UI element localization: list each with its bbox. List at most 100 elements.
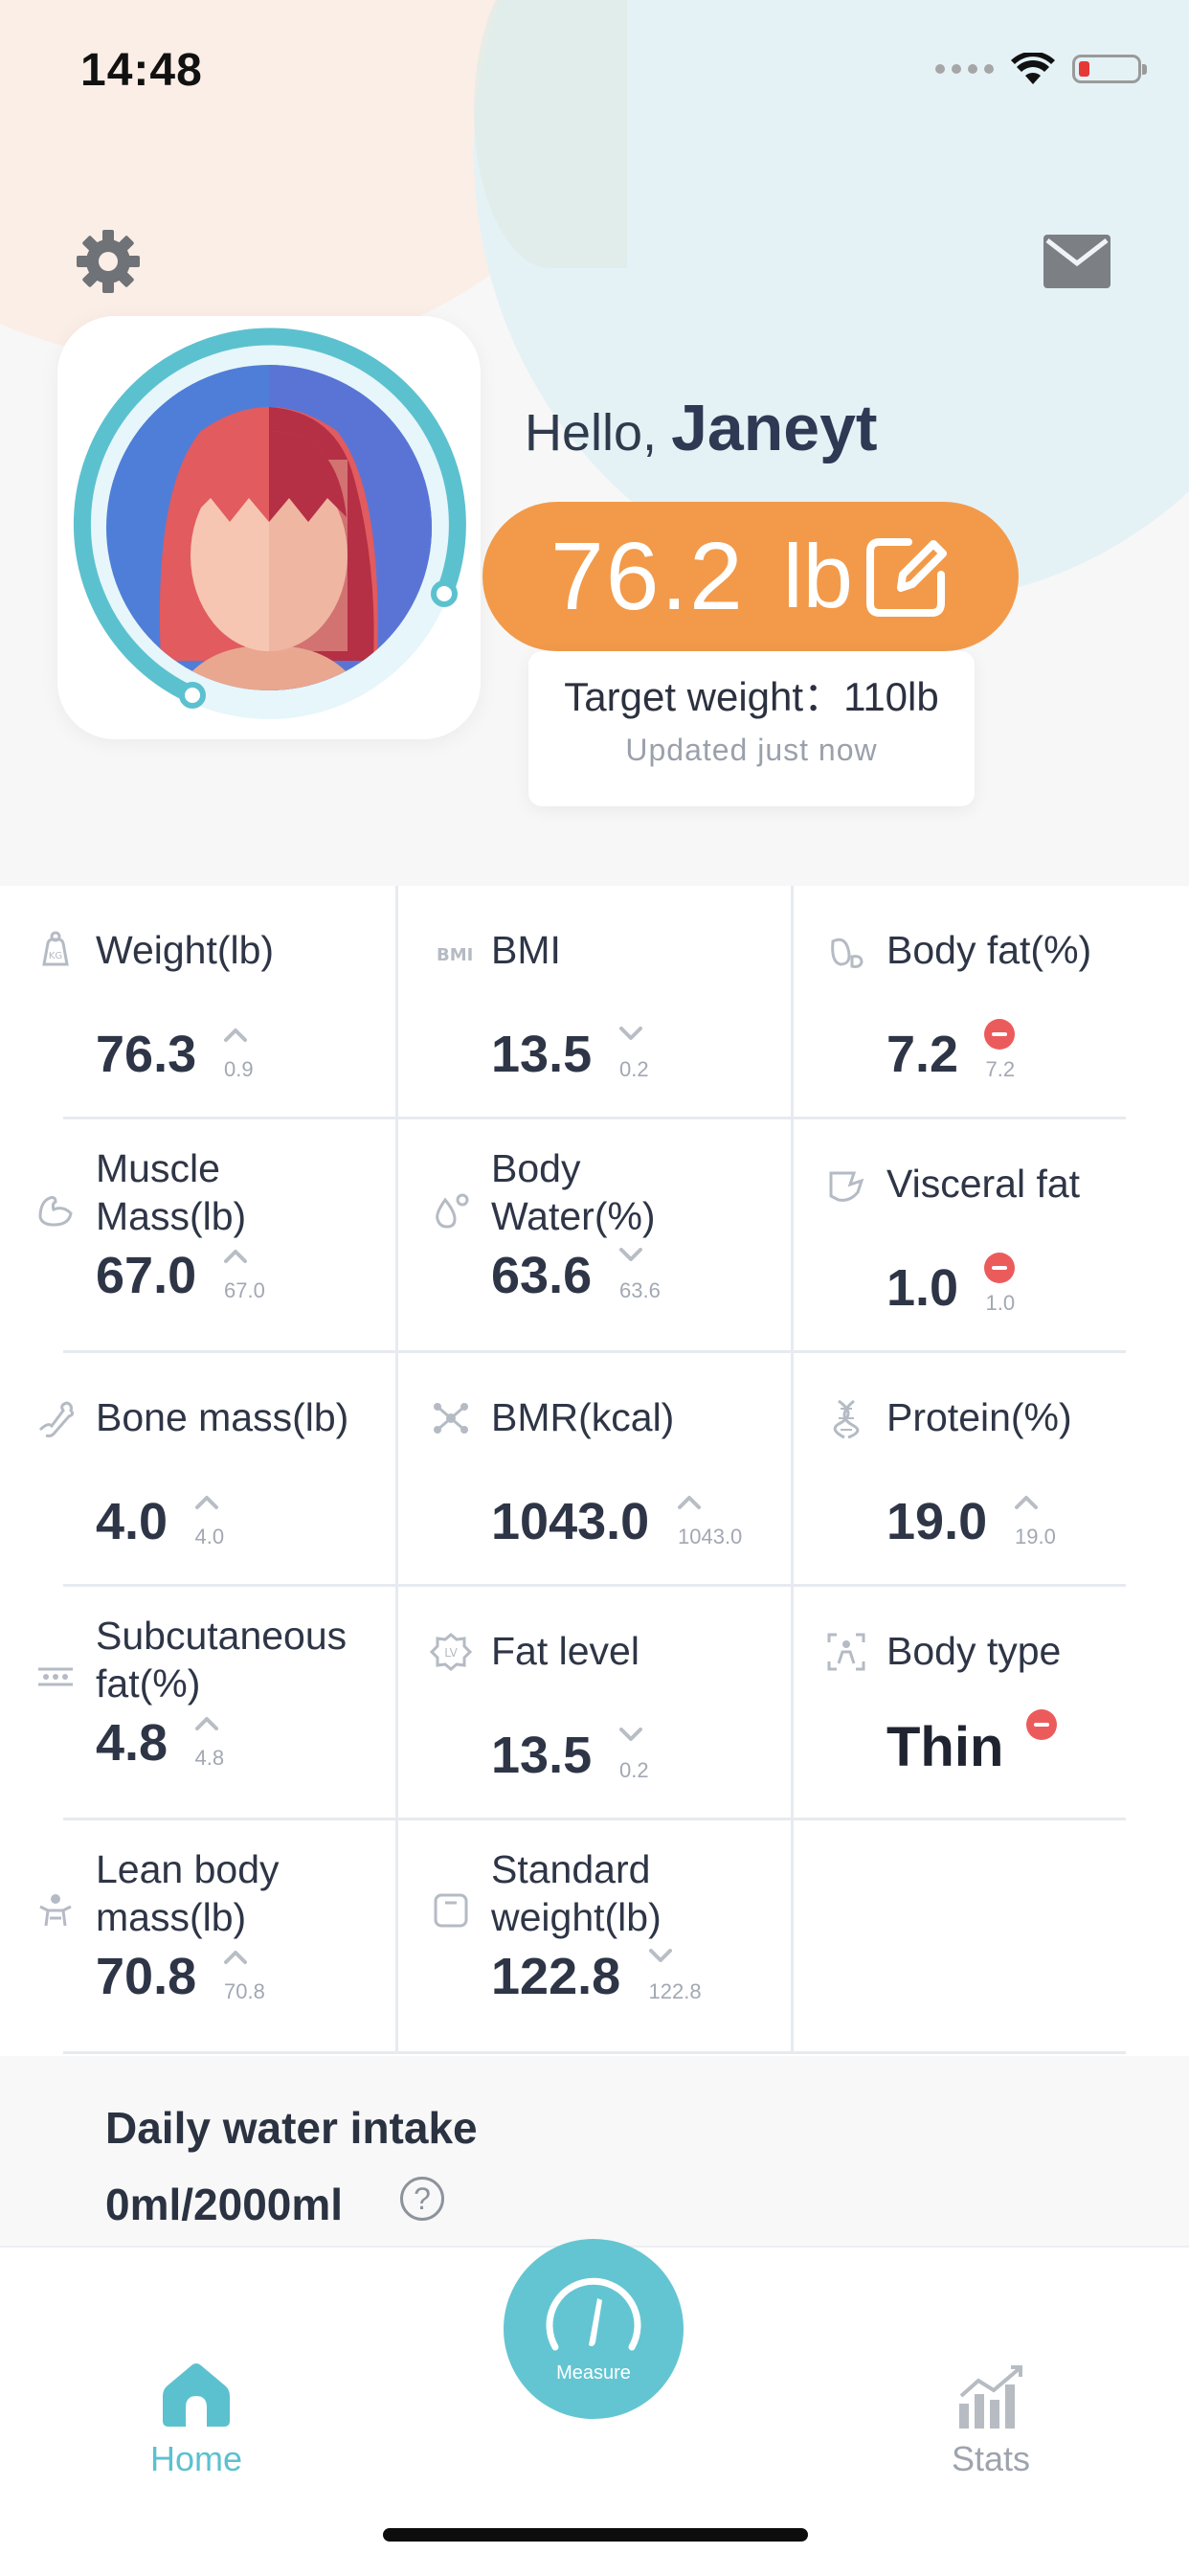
user-name: Janeyt xyxy=(671,392,878,464)
cellular-signal-icon xyxy=(935,64,994,74)
daily-water-intake-card[interactable]: Daily water intake 0ml/2000ml ? xyxy=(0,2056,1189,2246)
subcutaneous-fat-icon xyxy=(38,1667,73,1686)
metric-label: Weight(lb) xyxy=(96,928,275,972)
metric-tile-protein[interactable]: Protein(%) 19.0 19.0 xyxy=(791,1353,1186,1587)
grid-divider-vertical xyxy=(395,886,398,2054)
measure-button[interactable]: Measure xyxy=(504,2239,684,2419)
scale-kg-icon: KG xyxy=(42,931,69,966)
metric-tile-bmi[interactable]: BMI BMI 13.5 0.2 xyxy=(395,886,791,1119)
bmr-molecule-icon xyxy=(434,1403,468,1434)
tab-home-label[interactable]: Home xyxy=(149,2439,243,2478)
metric-tile-bmr-kcal[interactable]: BMR(kcal) 1043.0 1043.0 xyxy=(395,1353,791,1587)
metric-label-line: Water(%) xyxy=(491,1194,656,1238)
alert-icon xyxy=(983,1253,1015,1283)
metric-delta: 7.2 xyxy=(985,1057,1016,1081)
fat-level-lv-icon: LV xyxy=(430,1633,472,1671)
help-icon[interactable]: ? xyxy=(400,2177,444,2221)
alert-icon xyxy=(983,1019,1015,1050)
home-icon[interactable] xyxy=(163,2361,230,2427)
metric-label: Standard weight(lb) xyxy=(491,1845,662,1941)
metric-delta: 0.9 xyxy=(224,1057,254,1081)
metric-tile-body-type[interactable]: Body type Thin xyxy=(791,1587,1186,1820)
metric-label: Fat level xyxy=(491,1629,639,1673)
metric-label-line: weight(lb) xyxy=(491,1895,662,1939)
water-drop-icon xyxy=(436,1193,469,1229)
metric-label-line: Muscle xyxy=(96,1146,220,1190)
water-intake-value: 0ml/2000ml xyxy=(105,2180,344,2229)
lean-body-icon xyxy=(39,1894,72,1927)
metric-value: 63.6 xyxy=(491,1247,593,1304)
greeting: Hello, Janeyt xyxy=(525,391,878,465)
decorative-blob-overlap xyxy=(474,0,627,268)
metric-label: Bone mass(lb) xyxy=(96,1395,349,1439)
metric-tile-body-water[interactable]: Body Water(%) 63.6 63.6 xyxy=(395,1119,791,1353)
metric-tile-body-fat[interactable]: Body fat(%) 7.2 7.2 xyxy=(791,886,1186,1119)
metric-label-line: Standard xyxy=(491,1847,651,1891)
muscle-icon xyxy=(38,1196,73,1227)
metric-value: 122.8 xyxy=(491,1948,621,2005)
body-fat-icon xyxy=(831,938,864,968)
trend-up-icon xyxy=(224,1951,247,1964)
metric-tile-lean-body-mass-lb[interactable]: Lean body mass(lb) 70.8 70.8 xyxy=(0,1820,395,2054)
stats-chart-icon[interactable] xyxy=(955,2365,1024,2429)
metric-label: Body Water(%) xyxy=(491,1144,656,1240)
settings-gear-icon[interactable] xyxy=(75,228,142,295)
current-weight-value: 76.2 xyxy=(550,522,745,630)
metric-value: 70.8 xyxy=(96,1948,197,2005)
metric-label: Lean body mass(lb) xyxy=(96,1845,280,1941)
metric-delta: 0.2 xyxy=(619,1758,649,1782)
metric-value: 7.2 xyxy=(886,1026,959,1083)
metric-label-line: Body xyxy=(491,1146,581,1190)
metric-delta: 4.8 xyxy=(194,1746,225,1770)
metric-tile-muscle-mass-lb[interactable]: Muscle Mass(lb) 67.0 67.0 xyxy=(0,1119,395,1353)
metric-label: Visceral fat xyxy=(886,1162,1081,1206)
metric-label-line: fat(%) xyxy=(96,1661,201,1706)
metric-value: 13.5 xyxy=(491,1026,593,1083)
gauge-icon xyxy=(546,2277,641,2351)
metric-value: 13.5 xyxy=(491,1727,593,1784)
trend-up-icon xyxy=(194,1496,218,1509)
tab-stats-label[interactable]: Stats xyxy=(951,2439,1031,2478)
bmi-icon: BMI xyxy=(437,945,473,965)
metric-label: BMI xyxy=(491,928,561,972)
metric-label-line: mass(lb) xyxy=(96,1895,247,1939)
metric-label: Body type xyxy=(886,1629,1062,1673)
metric-tile-subcutaneous-fat[interactable]: Subcutaneous fat(%) 4.8 4.8 xyxy=(0,1587,395,1820)
trend-up-icon xyxy=(224,1028,247,1042)
metric-delta: 1.0 xyxy=(985,1291,1016,1315)
trend-down-icon xyxy=(648,1949,672,1962)
measure-label: Measure xyxy=(556,2362,631,2384)
metric-label: Protein(%) xyxy=(886,1395,1072,1439)
grid-divider-horizontal xyxy=(63,1818,1126,1820)
grid-divider-horizontal xyxy=(63,1117,1126,1119)
metric-value: 1.0 xyxy=(886,1259,959,1317)
svg-text:BMI: BMI xyxy=(437,945,473,965)
status-time: 14:48 xyxy=(80,45,203,96)
metric-label-line: Subcutaneous xyxy=(96,1614,348,1658)
metric-delta: 0.2 xyxy=(619,1057,649,1081)
metric-tile-fat-level[interactable]: LV Fat level 13.5 0.2 xyxy=(395,1587,791,1820)
mail-icon[interactable] xyxy=(1043,235,1110,288)
metric-tile-weight-lb[interactable]: KG Weight(lb) 76.3 0.9 xyxy=(0,886,395,1119)
metric-label: BMR(kcal) xyxy=(491,1395,675,1439)
edit-icon[interactable] xyxy=(863,532,951,621)
trend-up-icon xyxy=(194,1717,218,1730)
metric-delta: 67.0 xyxy=(224,1278,265,1302)
grid-divider-vertical xyxy=(791,886,794,2054)
metric-delta: 1043.0 xyxy=(678,1525,743,1548)
trend-up-icon xyxy=(1015,1496,1038,1509)
visceral-fat-icon xyxy=(829,1171,864,1202)
metric-label: Body fat(%) xyxy=(886,928,1092,972)
trend-up-icon xyxy=(224,1250,247,1263)
metric-tile-visceral-fat[interactable]: Visceral fat 1.0 1.0 xyxy=(791,1119,1186,1353)
current-weight-unit: lb xyxy=(782,526,853,626)
metric-tile-standard-weight-lb[interactable]: Standard weight(lb) 122.8 122.8 xyxy=(395,1820,791,2054)
svg-text:KG: KG xyxy=(49,951,62,961)
trend-up-icon xyxy=(678,1496,701,1509)
target-weight-card[interactable]: Target weight：110lb Updated just now xyxy=(528,651,975,806)
trend-down-icon xyxy=(619,1728,642,1741)
avatar[interactable] xyxy=(57,316,481,739)
metric-tile-bone-mass-lb[interactable]: Bone mass(lb) 4.0 4.0 xyxy=(0,1353,395,1587)
current-weight-button[interactable]: 76.2 lb xyxy=(482,502,1019,651)
metric-label-line: Mass(lb) xyxy=(96,1194,247,1238)
